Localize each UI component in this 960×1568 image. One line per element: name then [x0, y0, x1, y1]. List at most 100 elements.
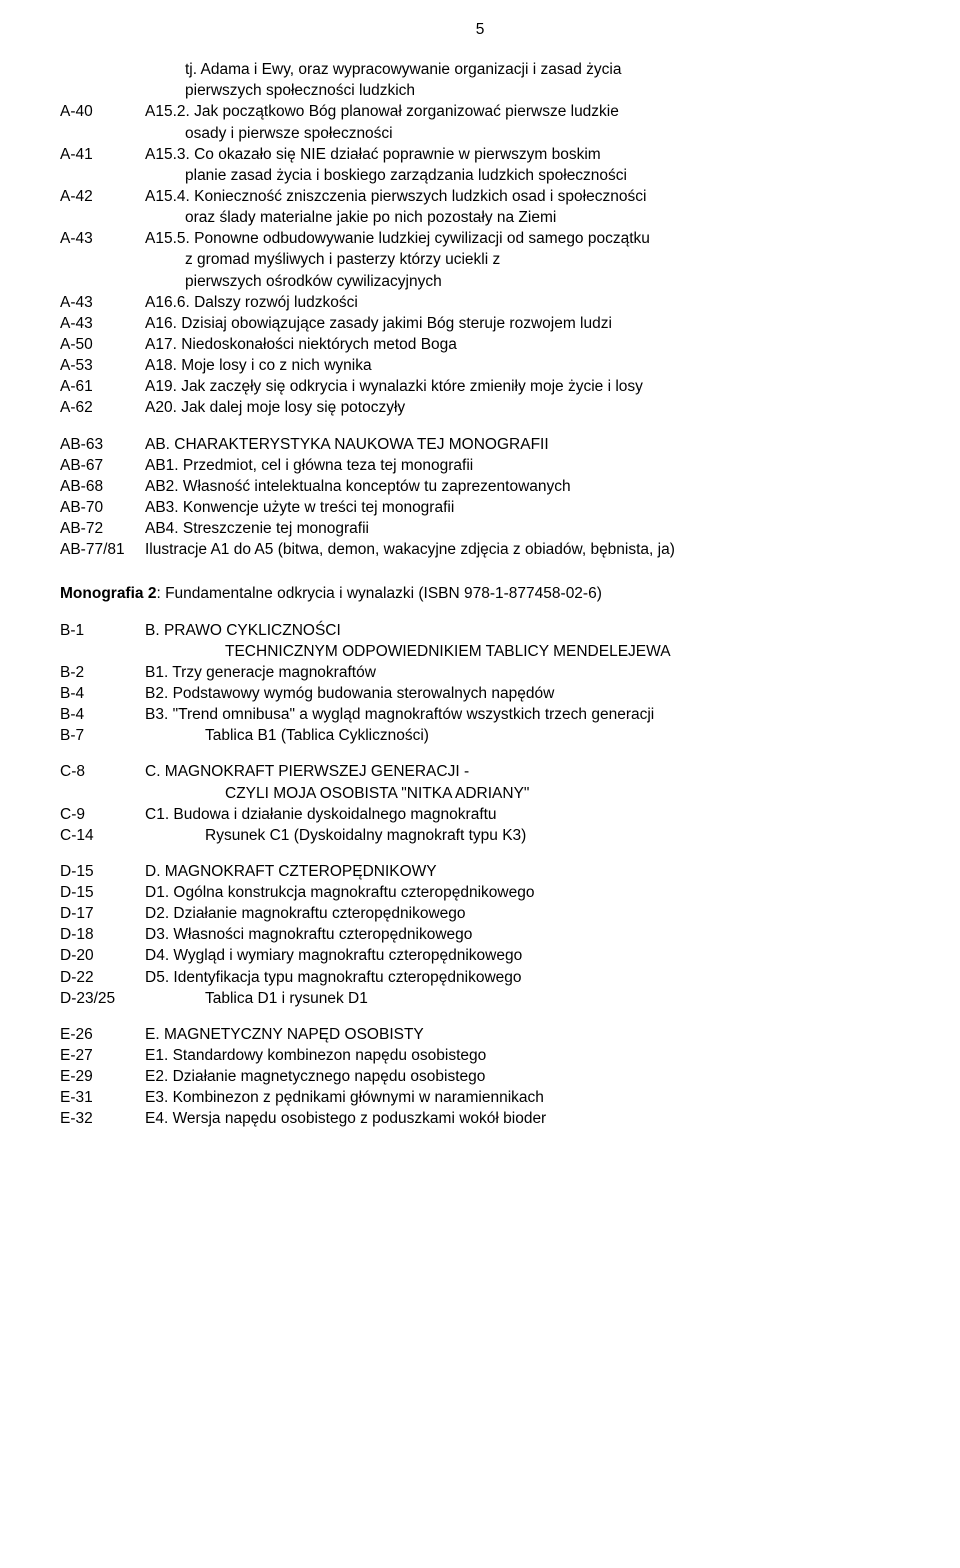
toc-ref: C-14: [60, 826, 145, 846]
toc-line: A-53A18. Moje losy i co z nich wynika: [60, 356, 900, 376]
toc-line: B-1B. PRAWO CYKLICZNOŚCI: [60, 621, 900, 641]
toc-text: D5. Identyfikacja typu magnokraftu czter…: [145, 968, 900, 988]
page-number: 5: [60, 20, 900, 40]
toc-ref: AB-63: [60, 435, 145, 455]
toc-text: E2. Działanie magnetycznego napędu osobi…: [145, 1067, 900, 1087]
toc-ref: C-9: [60, 805, 145, 825]
toc-ref: AB-68: [60, 477, 145, 497]
toc-ref: E-27: [60, 1046, 145, 1066]
toc-line: pierwszych społeczności ludzkich: [60, 81, 900, 101]
toc-ref: A-43: [60, 314, 145, 334]
toc-text: E1. Standardowy kombinezon napędu osobis…: [145, 1046, 900, 1066]
toc-line: B-2B1. Trzy generacje magnokraftów: [60, 663, 900, 683]
toc-section-3: B-1B. PRAWO CYKLICZNOŚCITECHNICZNYM ODPO…: [60, 621, 900, 747]
toc-line: D-17D2. Działanie magnokraftu czteropędn…: [60, 904, 900, 924]
toc-line: C-8C. MAGNOKRAFT PIERWSZEJ GENERACJI -: [60, 762, 900, 782]
toc-line: AB-68AB2. Własność intelektualna koncept…: [60, 477, 900, 497]
toc-text: TECHNICZNYM ODPOWIEDNIKIEM TABLICY MENDE…: [60, 642, 900, 662]
toc-text: AB1. Przedmiot, cel i główna teza tej mo…: [145, 456, 900, 476]
toc-text: E3. Kombinezon z pędnikami głównymi w na…: [145, 1088, 900, 1108]
monograph-rest: : Fundamentalne odkrycia i wynalazki (IS…: [156, 585, 601, 602]
toc-text: A15.5. Ponowne odbudowywanie ludzkiej cy…: [145, 229, 900, 249]
toc-text: A16.6. Dalszy rozwój ludzkości: [145, 293, 900, 313]
toc-text: C. MAGNOKRAFT PIERWSZEJ GENERACJI -: [145, 762, 900, 782]
toc-line: A-43A16.6. Dalszy rozwój ludzkości: [60, 293, 900, 313]
toc-line: AB-70AB3. Konwencje użyte w treści tej m…: [60, 498, 900, 518]
toc-text: Ilustracje A1 do A5 (bitwa, demon, wakac…: [145, 540, 900, 560]
toc-line: E-29E2. Działanie magnetycznego napędu o…: [60, 1067, 900, 1087]
toc-line: CZYLI MOJA OSOBISTA "NITKA ADRIANY": [60, 784, 900, 804]
toc-section-5: D-15D. MAGNOKRAFT CZTEROPĘDNIKOWYD-15D1.…: [60, 862, 900, 1009]
toc-text: E4. Wersja napędu osobistego z poduszkam…: [145, 1109, 900, 1129]
toc-ref: A-62: [60, 398, 145, 418]
toc-text: B1. Trzy generacje magnokraftów: [145, 663, 900, 683]
toc-ref: AB-77/81: [60, 540, 145, 560]
toc-ref: D-20: [60, 946, 145, 966]
toc-line: A-61A19. Jak zaczęły się odkrycia i wyna…: [60, 377, 900, 397]
toc-line: D-22D5. Identyfikacja typu magnokraftu c…: [60, 968, 900, 988]
toc-line: A-62A20. Jak dalej moje losy się potoczy…: [60, 398, 900, 418]
toc-text: A18. Moje losy i co z nich wynika: [145, 356, 900, 376]
toc-line: D-15D1. Ogólna konstrukcja magnokraftu c…: [60, 883, 900, 903]
toc-line: AB-77/81Ilustracje A1 do A5 (bitwa, demo…: [60, 540, 900, 560]
toc-line: E-27E1. Standardowy kombinezon napędu os…: [60, 1046, 900, 1066]
toc-line: B-7Tablica B1 (Tablica Cykliczności): [60, 726, 900, 746]
toc-text: pierwszych społeczności ludzkich: [60, 81, 900, 101]
toc-text: A20. Jak dalej moje losy się potoczyły: [145, 398, 900, 418]
toc-line: z gromad myśliwych i pasterzy którzy uci…: [60, 250, 900, 270]
toc-section-6: E-26E. MAGNETYCZNY NAPĘD OSOBISTYE-27E1.…: [60, 1025, 900, 1130]
toc-ref: B-4: [60, 705, 145, 725]
toc-ref: D-15: [60, 862, 145, 882]
toc-ref: D-15: [60, 883, 145, 903]
toc-line: C-9C1. Budowa i działanie dyskoidalnego …: [60, 805, 900, 825]
toc-text: pierwszych ośrodków cywilizacyjnych: [60, 272, 900, 292]
toc-ref: E-29: [60, 1067, 145, 1087]
toc-text: AB4. Streszczenie tej monografii: [145, 519, 900, 539]
toc-ref: D-18: [60, 925, 145, 945]
toc-line: oraz ślady materialne jakie po nich pozo…: [60, 208, 900, 228]
toc-text: D. MAGNOKRAFT CZTEROPĘDNIKOWY: [145, 862, 900, 882]
toc-ref: A-41: [60, 145, 145, 165]
toc-ref: B-4: [60, 684, 145, 704]
toc-text: osady i pierwsze społeczności: [60, 124, 900, 144]
toc-ref: E-26: [60, 1025, 145, 1045]
toc-ref: C-8: [60, 762, 145, 782]
toc-ref: B-7: [60, 726, 145, 746]
toc-line: AB-72AB4. Streszczenie tej monografii: [60, 519, 900, 539]
toc-line: D-18D3. Własności magnokraftu czteropędn…: [60, 925, 900, 945]
toc-ref: A-40: [60, 102, 145, 122]
toc-text: planie zasad życia i boskiego zarządzani…: [60, 166, 900, 186]
toc-section-2: AB-63AB. CHARAKTERYSTYKA NAUKOWA TEJ MON…: [60, 435, 900, 561]
toc-ref: E-31: [60, 1088, 145, 1108]
toc-text: D3. Własności magnokraftu czteropędnikow…: [145, 925, 900, 945]
toc-ref: B-1: [60, 621, 145, 641]
toc-text: B. PRAWO CYKLICZNOŚCI: [145, 621, 900, 641]
toc-text: C1. Budowa i działanie dyskoidalnego mag…: [145, 805, 900, 825]
toc-ref: B-2: [60, 663, 145, 683]
toc-ref: A-50: [60, 335, 145, 355]
toc-text: CZYLI MOJA OSOBISTA "NITKA ADRIANY": [60, 784, 900, 804]
toc-line: A-43A16. Dzisiaj obowiązujące zasady jak…: [60, 314, 900, 334]
toc-text: B2. Podstawowy wymóg budowania sterowaln…: [145, 684, 900, 704]
toc-text: AB2. Własność intelektualna konceptów tu…: [145, 477, 900, 497]
toc-line: A-42A15.4. Konieczność zniszczenia pierw…: [60, 187, 900, 207]
toc-text: A15.3. Co okazało się NIE działać popraw…: [145, 145, 900, 165]
toc-line: planie zasad życia i boskiego zarządzani…: [60, 166, 900, 186]
toc-line: TECHNICZNYM ODPOWIEDNIKIEM TABLICY MENDE…: [60, 642, 900, 662]
toc-line: AB-67AB1. Przedmiot, cel i główna teza t…: [60, 456, 900, 476]
toc-ref: A-43: [60, 229, 145, 249]
toc-line: pierwszych ośrodków cywilizacyjnych: [60, 272, 900, 292]
toc-ref: AB-70: [60, 498, 145, 518]
toc-line: A-50A17. Niedoskonałości niektórych meto…: [60, 335, 900, 355]
monograph-prefix: Monografia 2: [60, 585, 156, 602]
toc-ref: AB-67: [60, 456, 145, 476]
toc-text: B3. "Trend omnibusa" a wygląd magnokraft…: [145, 705, 900, 725]
toc-ref: A-61: [60, 377, 145, 397]
toc-line: B-4B2. Podstawowy wymóg budowania sterow…: [60, 684, 900, 704]
toc-text: Rysunek C1 (Dyskoidalny magnokraft typu …: [145, 826, 900, 846]
toc-line: E-32E4. Wersja napędu osobistego z podus…: [60, 1109, 900, 1129]
toc-text: D2. Działanie magnokraftu czteropędnikow…: [145, 904, 900, 924]
toc-text: Tablica B1 (Tablica Cykliczności): [145, 726, 900, 746]
toc-line: C-14Rysunek C1 (Dyskoidalny magnokraft t…: [60, 826, 900, 846]
toc-text: AB. CHARAKTERYSTYKA NAUKOWA TEJ MONOGRAF…: [145, 435, 900, 455]
